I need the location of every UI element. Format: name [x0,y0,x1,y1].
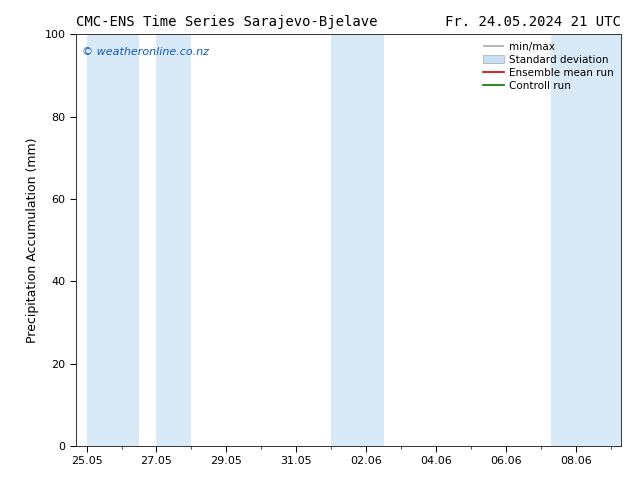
Bar [552,34,621,446]
Text: © weatheronline.co.nz: © weatheronline.co.nz [82,47,209,57]
Text: Fr. 24.05.2024 21 UTC: Fr. 24.05.2024 21 UTC [446,15,621,29]
Bar [331,34,384,446]
Bar [87,34,139,446]
Legend: min/max, Standard deviation, Ensemble mean run, Controll run: min/max, Standard deviation, Ensemble me… [479,37,618,95]
Bar [157,34,191,446]
Text: CMC-ENS Time Series Sarajevo-Bjelave: CMC-ENS Time Series Sarajevo-Bjelave [76,15,378,29]
Y-axis label: Precipitation Accumulation (mm): Precipitation Accumulation (mm) [26,137,39,343]
